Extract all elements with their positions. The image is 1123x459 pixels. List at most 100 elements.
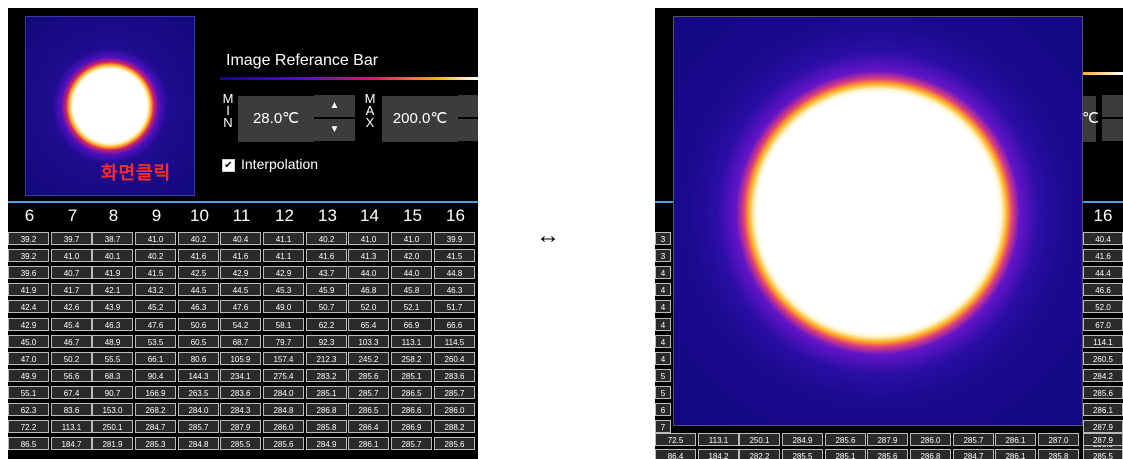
temperature-cell[interactable]: 80.6 <box>178 351 219 365</box>
temperature-cell-fragment[interactable]: 4 <box>655 283 671 297</box>
temperature-cell[interactable]: 287.9 <box>1083 420 1123 434</box>
temperature-cell[interactable]: 46.3 <box>92 317 133 331</box>
temperature-cell[interactable]: 86.5 <box>8 437 49 451</box>
max-spin-fragment-up[interactable] <box>1102 95 1123 117</box>
temperature-cell[interactable]: 90.7 <box>92 385 133 399</box>
temperature-cell[interactable]: 41.6 <box>178 249 219 263</box>
temperature-cell[interactable]: 40.4 <box>1083 232 1123 245</box>
temperature-cell[interactable]: 284.7 <box>135 420 176 434</box>
temperature-cell[interactable]: 39.9 <box>434 232 475 245</box>
temperature-cell[interactable]: 285.5 <box>1083 449 1123 459</box>
temperature-cell[interactable]: 41.0 <box>135 232 176 245</box>
temperature-cell[interactable]: 285.7 <box>391 437 432 451</box>
temperature-cell[interactable]: 46.7 <box>51 334 92 348</box>
temperature-cell[interactable]: 52.0 <box>1083 300 1123 314</box>
temperature-cell[interactable]: 41.6 <box>220 249 261 263</box>
temperature-cell[interactable]: 52.0 <box>348 300 389 314</box>
temperature-cell[interactable]: 67.4 <box>51 385 92 399</box>
temperature-cell[interactable]: 275.4 <box>263 368 304 382</box>
temperature-cell[interactable]: 44.0 <box>391 266 432 280</box>
temperature-cell[interactable]: 83.6 <box>51 403 92 416</box>
temperature-cell[interactable]: 114.1 <box>1083 334 1123 348</box>
temperature-cell[interactable]: 113.1 <box>51 420 92 434</box>
temperature-cell[interactable]: 285.1 <box>306 385 347 399</box>
temperature-cell[interactable]: 67.0 <box>1083 317 1123 331</box>
temperature-cell[interactable]: 285.8 <box>1038 449 1079 459</box>
temperature-cell[interactable]: 285.7 <box>434 385 475 399</box>
temperature-cell[interactable]: 40.2 <box>306 232 347 245</box>
temperature-cell[interactable]: 43.7 <box>306 266 347 280</box>
interpolation-checkbox[interactable]: ✔ <box>222 159 235 172</box>
temperature-cell[interactable]: 53.5 <box>135 334 176 348</box>
temperature-cell[interactable]: 66.9 <box>391 317 432 331</box>
min-up-button[interactable]: ▲ <box>314 95 355 117</box>
temperature-cell[interactable]: 40.1 <box>92 249 133 263</box>
temperature-cell[interactable]: 40.7 <box>51 266 92 280</box>
temperature-cell[interactable]: 49.0 <box>263 300 304 314</box>
temperature-cell[interactable]: 55.5 <box>92 351 133 365</box>
temperature-cell[interactable]: 285.7 <box>348 385 389 399</box>
temperature-cell[interactable]: 48.9 <box>92 334 133 348</box>
temperature-cell[interactable]: 41.6 <box>306 249 347 263</box>
temperature-cell[interactable]: 66.1 <box>135 351 176 365</box>
temperature-cell-fragment[interactable]: 3 <box>655 232 671 245</box>
temperature-cell[interactable]: 49.9 <box>8 368 49 382</box>
min-value-field[interactable]: 28.0℃ <box>238 96 314 142</box>
temperature-cell[interactable]: 44.8 <box>434 266 475 280</box>
temperature-cell-fragment[interactable]: 4 <box>655 300 671 314</box>
temperature-cell[interactable]: 41.9 <box>8 283 49 297</box>
temperature-cell[interactable]: 284.0 <box>178 403 219 416</box>
temperature-cell[interactable]: 92.3 <box>306 334 347 348</box>
temperature-cell[interactable]: 286.0 <box>263 420 304 434</box>
temperature-cell-fragment[interactable]: 4 <box>655 317 671 331</box>
temperature-cell[interactable]: 41.1 <box>263 232 304 245</box>
temperature-cell[interactable]: 42.6 <box>51 300 92 314</box>
temperature-cell[interactable]: 60.5 <box>178 334 219 348</box>
temperature-cell[interactable]: 50.7 <box>306 300 347 314</box>
temperature-cell[interactable]: 90.4 <box>135 368 176 382</box>
temperature-cell[interactable]: 45.9 <box>306 283 347 297</box>
temperature-cell[interactable]: 103.3 <box>348 334 389 348</box>
temperature-cell[interactable]: 287.9 <box>867 433 908 447</box>
temperature-cell[interactable]: 42.4 <box>8 300 49 314</box>
temperature-cell[interactable]: 285.6 <box>263 437 304 451</box>
temperature-cell[interactable]: 40.2 <box>135 249 176 263</box>
min-down-button[interactable]: ▼ <box>314 119 355 141</box>
max-down-button[interactable] <box>458 119 478 141</box>
temperature-cell[interactable]: 50.2 <box>51 351 92 365</box>
temperature-cell-fragment[interactable]: 4 <box>655 334 671 348</box>
temperature-cell[interactable]: 144.3 <box>178 368 219 382</box>
temperature-cell[interactable]: 55.1 <box>8 385 49 399</box>
temperature-cell-fragment[interactable]: 5 <box>655 368 671 382</box>
temperature-cell[interactable]: 157.4 <box>263 351 304 365</box>
temperature-cell[interactable]: 285.6 <box>825 433 866 447</box>
temperature-cell[interactable]: 285.5 <box>220 437 261 451</box>
temperature-cell[interactable]: 51.7 <box>434 300 475 314</box>
temperature-cell-fragment[interactable]: 6 <box>655 403 671 416</box>
temperature-cell[interactable]: 44.0 <box>348 266 389 280</box>
temperature-cell[interactable]: 286.8 <box>910 449 951 459</box>
temperature-cell[interactable]: 72.5 <box>655 433 696 447</box>
temperature-cell[interactable]: 44.5 <box>220 283 261 297</box>
temperature-cell[interactable]: 184.7 <box>51 437 92 451</box>
temperature-cell[interactable]: 285.3 <box>135 437 176 451</box>
temperature-cell[interactable]: 286.0 <box>910 433 951 447</box>
temperature-cell[interactable]: 56.6 <box>51 368 92 382</box>
temperature-cell[interactable]: 43.2 <box>135 283 176 297</box>
temperature-cell[interactable]: 285.6 <box>434 437 475 451</box>
temperature-cell[interactable]: 284.3 <box>220 403 261 416</box>
temperature-cell[interactable]: 46.6 <box>1083 283 1123 297</box>
temperature-cell[interactable]: 43.9 <box>92 300 133 314</box>
temperature-cell[interactable]: 286.1 <box>1083 403 1123 416</box>
temperature-cell[interactable]: 286.1 <box>995 449 1036 459</box>
temperature-cell[interactable]: 283.6 <box>434 368 475 382</box>
temperature-cell[interactable]: 284.8 <box>263 403 304 416</box>
temperature-cell[interactable]: 285.6 <box>348 368 389 382</box>
temperature-cell[interactable]: 58.1 <box>263 317 304 331</box>
temperature-cell[interactable]: 79.7 <box>263 334 304 348</box>
temperature-cell[interactable]: 284.0 <box>263 385 304 399</box>
temperature-cell[interactable]: 285.1 <box>825 449 866 459</box>
temperature-cell[interactable]: 250.1 <box>92 420 133 434</box>
temperature-cell[interactable]: 258.2 <box>391 351 432 365</box>
temperature-cell[interactable]: 62.3 <box>8 403 49 416</box>
